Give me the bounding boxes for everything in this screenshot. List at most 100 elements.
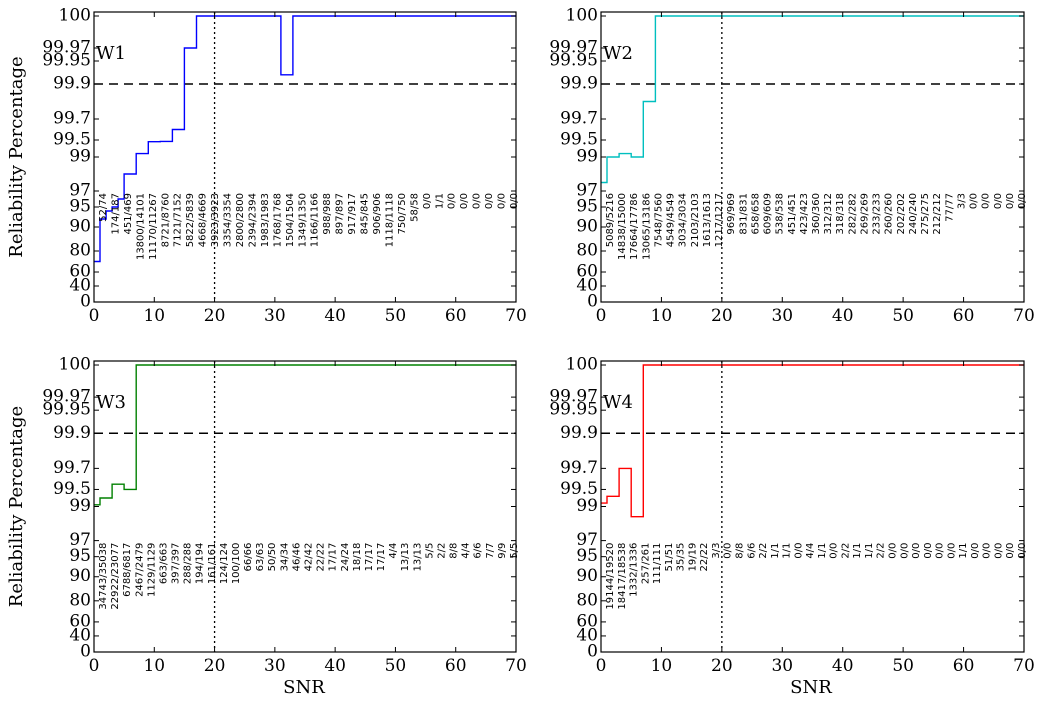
x-tick-label: 10 bbox=[651, 306, 673, 326]
y-tick-label: 40 bbox=[69, 275, 91, 295]
y-tick-label: 99.97 bbox=[42, 37, 91, 57]
y-tick-label: 99.9 bbox=[560, 74, 598, 94]
count-label: 42/42 bbox=[304, 543, 315, 572]
x-tick-label: 20 bbox=[204, 306, 226, 326]
count-label: 124/124 bbox=[219, 543, 230, 585]
count-label: 4668/4669 bbox=[198, 193, 209, 247]
y-tick-label: 99.9 bbox=[560, 423, 598, 443]
x-tick-label: 70 bbox=[505, 306, 527, 326]
count-label: 7121/7152 bbox=[173, 193, 184, 247]
count-label: 233/233 bbox=[872, 193, 883, 235]
count-label: 897/897 bbox=[335, 193, 346, 235]
count-label: 0/0 bbox=[723, 543, 734, 559]
count-label: 13/13 bbox=[400, 543, 411, 572]
count-label: 1129/1129 bbox=[146, 543, 157, 597]
x-tick-label: 40 bbox=[324, 656, 346, 676]
count-label: 988/988 bbox=[322, 193, 333, 235]
count-label: 35/35 bbox=[676, 543, 687, 572]
y-tick-label: 99.5 bbox=[53, 479, 91, 499]
y-tick-label: 99 bbox=[69, 496, 91, 516]
count-label: 917/917 bbox=[347, 193, 358, 235]
count-label: 0/0 bbox=[888, 543, 899, 559]
y-tick-label: 80 bbox=[576, 240, 598, 260]
y-tick-label: 95 bbox=[576, 196, 598, 216]
count-label: 51/51 bbox=[664, 543, 675, 572]
count-label: 4/4 bbox=[805, 543, 816, 559]
x-tick-label: 30 bbox=[771, 656, 793, 676]
y-tick-label: 40 bbox=[576, 275, 598, 295]
count-label: 111/111 bbox=[652, 543, 663, 585]
count-label: 1613/1613 bbox=[702, 193, 713, 247]
count-label: 22/22 bbox=[699, 543, 710, 572]
count-label: 2/2 bbox=[437, 543, 448, 559]
count-label: 50/50 bbox=[267, 543, 278, 572]
x-tick-label: 60 bbox=[445, 306, 467, 326]
y-tick-label: 80 bbox=[576, 590, 598, 610]
count-label: 0/0 bbox=[899, 543, 910, 559]
count-label: 3034/3034 bbox=[678, 193, 689, 247]
count-label: 845/845 bbox=[359, 193, 370, 235]
x-tick-label: 20 bbox=[204, 656, 226, 676]
count-label: 34743/35038 bbox=[98, 543, 109, 610]
y-tick-label: 95 bbox=[576, 546, 598, 566]
count-label: 0/0 bbox=[1005, 193, 1016, 209]
count-label: 18417/18538 bbox=[617, 543, 628, 610]
count-label: 6788/6817 bbox=[122, 543, 133, 597]
x-tick-label: 60 bbox=[953, 656, 975, 676]
axes-frame bbox=[600, 11, 1025, 303]
count-label: 0/0 bbox=[509, 193, 520, 209]
x-tick-label: 50 bbox=[892, 656, 914, 676]
count-label: 240/240 bbox=[908, 193, 919, 235]
count-label: 0/0 bbox=[793, 543, 804, 559]
count-label: 318/318 bbox=[835, 193, 846, 235]
count-label: 11170/11267 bbox=[148, 193, 159, 260]
y-tick-label: 90 bbox=[576, 217, 598, 237]
count-label: 52/74 bbox=[98, 193, 109, 222]
count-label: 1504/1504 bbox=[285, 193, 296, 247]
y-tick-label: 99.7 bbox=[560, 109, 598, 129]
x-tick-label: 70 bbox=[1013, 306, 1035, 326]
panel-w3: 34743/35038 22922/23077 6788/6817 2467/2479… bbox=[6, 355, 527, 676]
count-label: 0/0 bbox=[459, 193, 470, 209]
x-tick-label: 0 bbox=[596, 306, 607, 326]
count-label: 1/1 bbox=[782, 543, 793, 559]
count-label: 0/0 bbox=[447, 193, 458, 209]
count-label: 275/275 bbox=[920, 193, 931, 235]
count-label: 269/269 bbox=[859, 193, 870, 235]
count-label: 0/0 bbox=[968, 193, 979, 209]
count-label: 451/469 bbox=[123, 193, 134, 235]
count-label: 1/1 bbox=[434, 193, 445, 209]
count-label: 1/1 bbox=[770, 543, 781, 559]
count-label: 7/7 bbox=[485, 543, 496, 559]
y-tick-label: 90 bbox=[576, 566, 598, 586]
count-label: 1217/1217 bbox=[714, 193, 725, 247]
series-line-w4 bbox=[601, 364, 1024, 518]
x-tick-label: 40 bbox=[324, 306, 346, 326]
count-label: 1/1 bbox=[817, 543, 828, 559]
xlabel-bottom-right: SNR bbox=[790, 677, 832, 698]
count-label: 17/17 bbox=[376, 543, 387, 572]
x-tick-label: 50 bbox=[892, 306, 914, 326]
count-label: 0/0 bbox=[946, 543, 957, 559]
y-tick-label: 99.95 bbox=[549, 51, 598, 71]
y-tick-label: 99.5 bbox=[53, 130, 91, 150]
count-label: 0/0 bbox=[970, 543, 981, 559]
y-tick-label: 0 bbox=[80, 292, 91, 312]
count-label: 1332/1336 bbox=[629, 543, 640, 597]
count-label: 0/0 bbox=[911, 543, 922, 559]
count-label: 397/397 bbox=[171, 543, 182, 585]
x-tick-label: 10 bbox=[651, 656, 673, 676]
count-label: 4/4 bbox=[461, 543, 472, 559]
count-label: 18/18 bbox=[352, 543, 363, 572]
count-label: 2/2 bbox=[876, 543, 887, 559]
y-tick-label: 99.5 bbox=[560, 479, 598, 499]
count-label: 1349/1350 bbox=[297, 193, 308, 247]
y-tick-label: 100 bbox=[59, 355, 91, 375]
count-label: 19144/19520 bbox=[605, 543, 616, 610]
y-tick-label: 99.9 bbox=[53, 423, 91, 443]
y-tick-label: 0 bbox=[80, 642, 91, 662]
count-label: 360/360 bbox=[811, 193, 822, 235]
count-label: 13/13 bbox=[412, 543, 423, 572]
x-tick-label: 30 bbox=[264, 656, 286, 676]
count-label: 63/63 bbox=[255, 543, 266, 572]
